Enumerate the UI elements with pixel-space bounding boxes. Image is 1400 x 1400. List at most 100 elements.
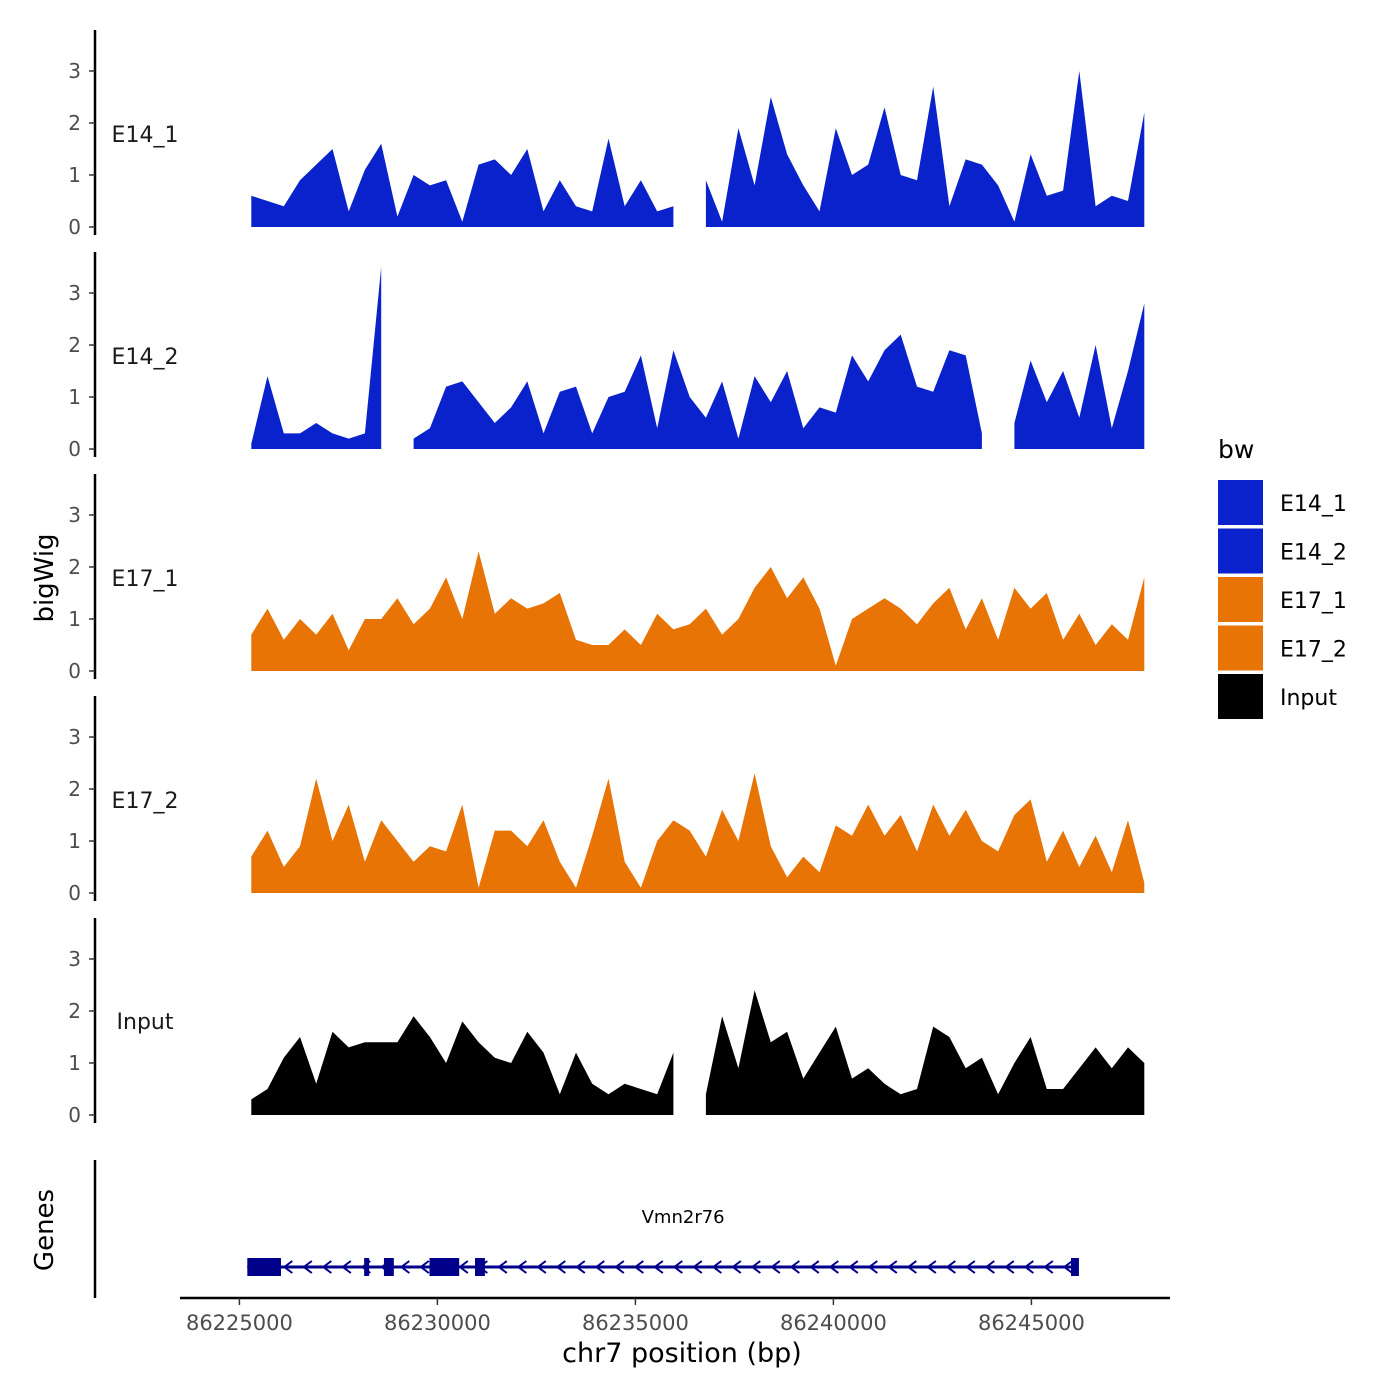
x-tick-label: 86230000 <box>384 1311 491 1335</box>
exon-block <box>247 1258 281 1276</box>
strand-arrow-icon <box>809 1260 820 1274</box>
genes-axis-title: Genes <box>30 1189 60 1271</box>
track-e17-1: 0 1 2 3 E17_1 <box>68 474 1145 683</box>
gene-track: Vmn2r76 <box>93 1160 1079 1298</box>
y-tick-label: 0 <box>68 881 81 905</box>
legend-swatch-e14-2 <box>1218 528 1263 574</box>
signal-area <box>705 990 1145 1115</box>
strand-arrow-icon <box>497 1260 508 1274</box>
y-tick-label: 1 <box>68 829 81 853</box>
signal-area <box>251 1016 674 1115</box>
exon-block <box>1071 1258 1079 1276</box>
strand-arrow-icon <box>614 1260 625 1274</box>
y-tick-label: 1 <box>68 607 81 631</box>
strand-arrow-icon <box>965 1260 976 1274</box>
signal-area <box>413 334 982 449</box>
track-label: E14_2 <box>112 345 179 370</box>
strand-arrow-icon <box>575 1260 586 1274</box>
track-e17-2: 0 1 2 3 E17_2 <box>68 696 1145 905</box>
strand-arrow-icon <box>302 1260 313 1274</box>
strand-arrow-icon <box>633 1260 644 1274</box>
strand-arrow-icon <box>828 1260 839 1274</box>
track-label: E17_1 <box>112 567 179 592</box>
x-tick-label: 86245000 <box>978 1311 1085 1335</box>
strand-arrow-icon <box>282 1260 293 1274</box>
y-tick-label: 0 <box>68 659 81 683</box>
strand-arrow-icon <box>536 1260 547 1274</box>
gene-label: Vmn2r76 <box>642 1207 725 1228</box>
track-input: 0 1 2 3 Input <box>68 918 1145 1127</box>
y-tick-label: 1 <box>68 385 81 409</box>
strand-arrow-icon <box>906 1260 917 1274</box>
y-tick-label: 0 <box>68 215 81 239</box>
legend-label-e14-1: E14_1 <box>1280 492 1347 517</box>
strand-arrow-icon <box>321 1260 332 1274</box>
strand-arrow-icon <box>653 1260 664 1274</box>
strand-arrow-icon <box>516 1260 527 1274</box>
y-tick-label: 2 <box>68 555 81 579</box>
signal-area <box>251 773 1145 893</box>
legend-swatch-e14-1 <box>1218 480 1263 525</box>
strand-arrow-icon <box>926 1260 937 1274</box>
strand-arrow-icon <box>750 1260 761 1274</box>
strand-arrow-icon <box>848 1260 859 1274</box>
y-tick-label: 2 <box>68 999 81 1023</box>
legend-swatch-input <box>1218 674 1263 719</box>
strand-arrow-icon <box>887 1260 898 1274</box>
strand-arrow-icon <box>594 1260 605 1274</box>
y-tick-label: 2 <box>68 333 81 357</box>
signal-area <box>705 71 1145 227</box>
track-label: E17_2 <box>112 789 179 814</box>
legend-label-e17-1: E17_1 <box>1280 589 1347 614</box>
exon-block <box>383 1258 394 1276</box>
strand-arrow-icon <box>1062 1260 1073 1274</box>
legend-label-e14-2: E14_2 <box>1280 541 1347 566</box>
strand-arrow-icon <box>867 1260 878 1274</box>
bigwig-tracks: 0 1 2 3 E14_1 0 1 2 3 E14_2 0 1 2 3 E17_1 0 1 2 3 E17_2 0 1 2 3… <box>68 30 1145 1127</box>
strand-arrow-icon <box>945 1260 956 1274</box>
strand-arrow-icon <box>789 1260 800 1274</box>
y-tick-label: 3 <box>68 281 81 305</box>
strand-arrow-icon <box>711 1260 722 1274</box>
signal-area <box>251 267 382 449</box>
y-tick-label: 2 <box>68 777 81 801</box>
x-axis-title: chr7 position (bp) <box>562 1338 802 1369</box>
legend-swatch-e17-2 <box>1218 625 1263 671</box>
legend: bw E14_1 E14_2 E17_1 E17_2 Input <box>1218 435 1347 719</box>
y-tick-label: 1 <box>68 163 81 187</box>
strand-arrow-icon <box>399 1260 410 1274</box>
legend-swatch-e17-1 <box>1218 577 1263 622</box>
y-tick-label: 0 <box>68 437 81 461</box>
strand-arrow-icon <box>458 1260 469 1274</box>
strand-arrow-icon <box>672 1260 683 1274</box>
y-tick-label: 1 <box>68 1051 81 1075</box>
y-axis-title: bigWig <box>30 533 60 622</box>
strand-arrow-icon <box>1004 1260 1015 1274</box>
x-axis: 86225000 86230000 86235000 86240000 86245000 <box>180 1296 1170 1335</box>
strand-arrow-icon <box>419 1260 430 1274</box>
y-tick-label: 3 <box>68 503 81 527</box>
signal-area <box>1014 303 1145 449</box>
x-tick-label: 86240000 <box>780 1311 887 1335</box>
exon-block <box>475 1258 485 1276</box>
legend-title: bw <box>1218 435 1254 464</box>
exon-block <box>429 1258 460 1276</box>
y-tick-label: 3 <box>68 725 81 749</box>
strand-arrow-icon <box>731 1260 742 1274</box>
signal-area <box>251 551 1145 671</box>
track-e14-1: 0 1 2 3 E14_1 <box>68 30 1145 239</box>
legend-label-input: Input <box>1280 686 1337 711</box>
y-tick-label: 3 <box>68 947 81 971</box>
strand-arrow-icon <box>692 1260 703 1274</box>
strand-arrow-icon <box>555 1260 566 1274</box>
exon-block <box>364 1258 370 1276</box>
y-tick-label: 0 <box>68 1103 81 1127</box>
y-tick-label: 3 <box>68 59 81 83</box>
strand-arrow-icon <box>1023 1260 1034 1274</box>
track-label: Input <box>117 1010 174 1035</box>
track-label: E14_1 <box>112 123 179 148</box>
track-e14-2: 0 1 2 3 E14_2 <box>68 252 1145 461</box>
strand-arrow-icon <box>984 1260 995 1274</box>
x-tick-label: 86225000 <box>186 1311 293 1335</box>
